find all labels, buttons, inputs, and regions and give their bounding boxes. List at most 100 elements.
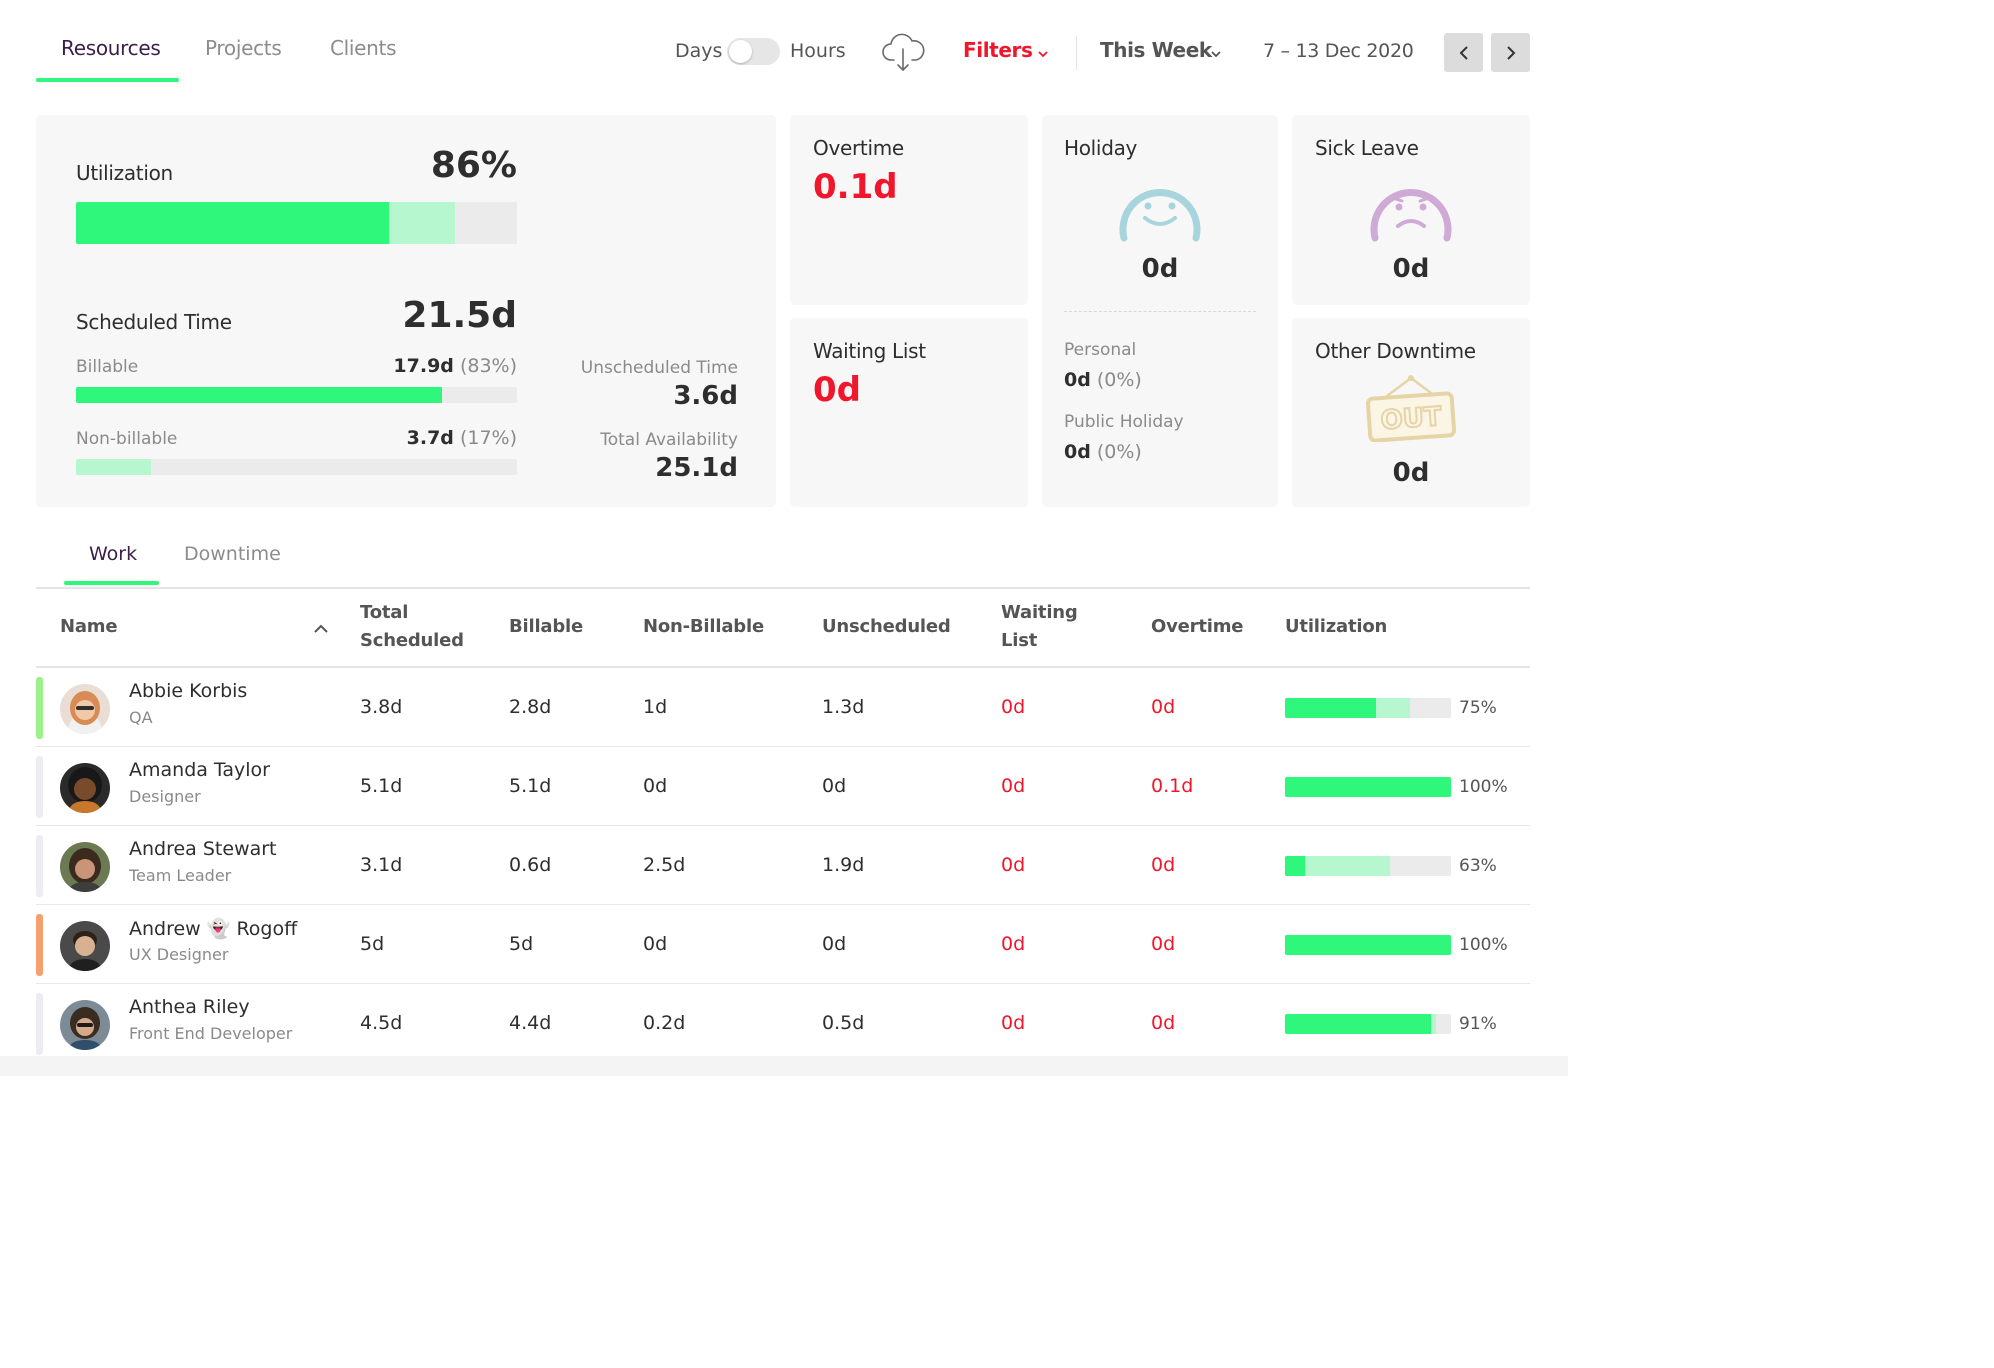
billable-fill xyxy=(76,387,443,403)
waiting-list-label: Waiting List xyxy=(813,339,926,363)
chevron-left-icon xyxy=(1459,45,1468,60)
top-bar: Resources Projects Clients Days Hours Fi… xyxy=(0,0,1568,100)
utilization-label: Utilization xyxy=(76,161,173,185)
sort-ascending-icon[interactable] xyxy=(312,621,330,640)
filters-chevron-down-icon[interactable] xyxy=(1036,44,1050,63)
utilization-billable-fill xyxy=(1285,1014,1432,1034)
waiting-list-value: 0d xyxy=(813,370,861,410)
cell-waiting-list: 0d xyxy=(1001,933,1026,955)
cell-unscheduled: 0.5d xyxy=(822,1012,865,1034)
unscheduled-time-value: 3.6d xyxy=(673,381,738,411)
utilization-card: Utilization 86% Scheduled Time 21.5d Bil… xyxy=(36,115,776,507)
cell-non-billable: 2.5d xyxy=(643,854,686,876)
avatar xyxy=(60,684,110,734)
tab-resources[interactable]: Resources xyxy=(61,36,161,60)
utilization-value: 86% xyxy=(430,145,517,186)
person-name[interactable]: Abbie Korbis xyxy=(129,680,248,702)
table-row[interactable]: Anthea Riley Front End Developer 4.5d 4.4d 0… xyxy=(36,984,1530,1063)
cell-non-billable: 0d xyxy=(643,775,668,797)
utilization-billable-fill xyxy=(1285,777,1451,797)
cell-overtime: 0d xyxy=(1151,1012,1176,1034)
tab-clients[interactable]: Clients xyxy=(330,36,397,60)
days-hours-toggle[interactable] xyxy=(727,38,780,65)
row-divider xyxy=(36,746,1530,747)
unscheduled-time-label: Unscheduled Time xyxy=(580,358,738,378)
toolbar-divider xyxy=(1076,36,1077,70)
cell-billable: 5d xyxy=(509,933,534,955)
cell-unscheduled: 1.9d xyxy=(822,854,865,876)
utilization-billable-fill xyxy=(1285,856,1305,876)
row-divider xyxy=(36,825,1530,826)
table-row[interactable]: Andrea Stewart Team Leader 3.1d 0.6d 2.5d 1.9… xyxy=(36,826,1530,905)
utilization-nonbillable-fill xyxy=(1285,856,1390,876)
row-divider xyxy=(36,983,1530,984)
header-billable[interactable]: Billable xyxy=(509,616,584,637)
person-name[interactable]: Andrea Stewart xyxy=(129,838,277,860)
nonbillable-label: Non-billable xyxy=(76,429,178,449)
out-sign-icon: OUT xyxy=(1365,374,1457,446)
active-tab-indicator xyxy=(36,78,179,82)
cell-total-scheduled: 3.8d xyxy=(360,696,403,718)
waiting-list-card: Waiting List 0d xyxy=(790,318,1028,507)
row-divider xyxy=(36,904,1530,905)
tab-downtime[interactable]: Downtime xyxy=(184,543,281,565)
sad-face-icon xyxy=(1365,170,1457,246)
toggle-knob xyxy=(729,40,752,63)
utilization-percent: 63% xyxy=(1459,856,1497,876)
header-total-scheduled[interactable]: Total Scheduled xyxy=(360,602,464,651)
cell-total-scheduled: 5.1d xyxy=(360,775,403,797)
cloud-download-icon[interactable] xyxy=(880,30,926,72)
person-role: UX Designer xyxy=(129,945,229,964)
total-availability-label: Total Availability xyxy=(600,430,738,450)
toggle-days-label: Days xyxy=(675,40,723,62)
tab-projects[interactable]: Projects xyxy=(205,36,282,60)
person-role: Designer xyxy=(129,787,201,806)
cell-waiting-list: 0d xyxy=(1001,854,1026,876)
next-week-button[interactable] xyxy=(1491,33,1530,72)
cell-overtime: 0.1d xyxy=(1151,775,1194,797)
cell-unscheduled: 0d xyxy=(822,933,847,955)
active-subtab-indicator xyxy=(64,581,159,585)
nonbillable-value: 3.7d (17%) xyxy=(406,427,517,449)
person-name[interactable]: Anthea Riley xyxy=(129,996,250,1018)
row-color-marker xyxy=(36,914,43,976)
public-holiday-label: Public Holiday xyxy=(1064,412,1184,432)
avatar xyxy=(60,763,110,813)
toggle-hours-label: Hours xyxy=(790,40,846,62)
period-chevron-down-icon[interactable] xyxy=(1209,44,1223,63)
overtime-label: Overtime xyxy=(813,136,904,160)
sick-leave-label: Sick Leave xyxy=(1315,136,1419,160)
person-role: Front End Developer xyxy=(129,1024,293,1043)
scheduled-time-value: 21.5d xyxy=(402,295,517,336)
bottom-fade xyxy=(0,1056,1568,1076)
nonbillable-fill xyxy=(76,459,151,475)
header-name[interactable]: Name xyxy=(60,616,118,637)
cell-non-billable: 1d xyxy=(643,696,668,718)
overtime-card: Overtime 0.1d xyxy=(790,115,1028,305)
utilization-percent: 100% xyxy=(1459,777,1508,797)
cell-non-billable: 0.2d xyxy=(643,1012,686,1034)
total-availability-value: 25.1d xyxy=(655,453,738,483)
header-waiting-list[interactable]: Waiting List xyxy=(1001,602,1078,651)
table-row[interactable]: Abbie Korbis QA 3.8d 2.8d 1d 1.3d 0d 0d 75% xyxy=(36,668,1530,747)
period-select[interactable]: This Week xyxy=(1100,38,1212,62)
previous-week-button[interactable] xyxy=(1444,33,1483,72)
tab-work[interactable]: Work xyxy=(89,543,138,565)
sick-leave-card: Sick Leave 0d xyxy=(1292,115,1530,305)
person-role: Team Leader xyxy=(129,866,232,885)
header-overtime[interactable]: Overtime xyxy=(1151,616,1244,637)
header-utilization[interactable]: Utilization xyxy=(1285,616,1388,637)
header-unscheduled[interactable]: Unscheduled xyxy=(822,616,951,637)
person-name[interactable]: Amanda Taylor xyxy=(129,759,270,781)
table-row[interactable]: Amanda Taylor Designer 5.1d 5.1d 0d 0d 0d 0.1d 1… xyxy=(36,747,1530,826)
cell-billable: 5.1d xyxy=(509,775,552,797)
utilization-percent: 100% xyxy=(1459,935,1508,955)
filters-button[interactable]: Filters xyxy=(963,38,1033,62)
person-name[interactable]: Andrew 👻 Rogoff xyxy=(129,918,298,940)
table-row[interactable]: Andrew 👻 Rogoff UX Designer 5d 5d 0d 0d 0d 0d 10… xyxy=(36,905,1530,984)
cell-non-billable: 0d xyxy=(643,933,668,955)
avatar xyxy=(60,1000,110,1050)
person-role: QA xyxy=(129,708,153,727)
cell-waiting-list: 0d xyxy=(1001,696,1026,718)
header-non-billable[interactable]: Non-Billable xyxy=(643,616,764,637)
